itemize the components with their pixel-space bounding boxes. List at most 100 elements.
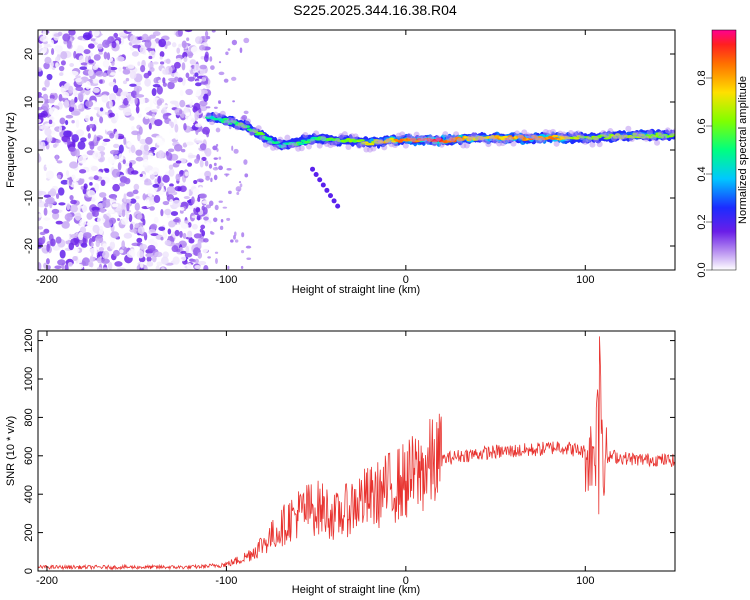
snr-x-tick-label: 100 xyxy=(576,575,594,587)
spectrogram-noise-blob xyxy=(154,251,163,258)
spectrogram-noise-blob xyxy=(67,262,73,267)
colorbar: 0.0 0.2 0.4 0.6 0.8 Normalized spectral ampl… xyxy=(696,29,749,278)
spectrogram-noise-blob xyxy=(41,103,50,110)
spectrogram-noise-blob xyxy=(95,38,104,44)
spectrogram-halo-blob xyxy=(646,129,653,136)
spectrogram-noise-blob xyxy=(79,169,87,174)
spectrogram-noise-blob xyxy=(157,150,165,159)
snr-y-tick-label: 1200 xyxy=(23,328,35,352)
spectrogram-noise-blob xyxy=(100,207,106,214)
spectrogram-ridge-blob xyxy=(265,137,273,141)
spectrogram-noise-blob xyxy=(140,261,144,269)
spectrogram-noise-blob xyxy=(102,60,110,68)
spectrogram-noise-blob xyxy=(243,37,250,44)
spectrogram-noise-blob xyxy=(212,145,218,151)
spectrogram-noise-blob xyxy=(80,62,88,66)
spectrogram-halo-blob xyxy=(435,135,442,142)
spectrogram-noise-blob xyxy=(173,61,181,69)
spectrogram-noise-blob xyxy=(55,236,62,244)
spectrogram-noise-blob xyxy=(170,30,175,36)
spectrogram-noise-blob xyxy=(151,108,158,113)
spectrogram-halo-blob xyxy=(481,137,488,144)
spectrogram-noise-blob xyxy=(204,170,212,178)
spectrogram-noise-blob xyxy=(120,218,129,225)
spectrogram-noise-blob xyxy=(112,183,120,192)
spectrogram-noise-blob xyxy=(98,51,103,55)
spectrogram-noise-blob xyxy=(136,237,143,243)
spectrogram-noise-blob xyxy=(162,113,169,120)
spectrogram-halo-blob xyxy=(589,141,596,148)
spectrogram-noise-blob xyxy=(137,132,141,142)
spectrogram-noise-blob xyxy=(203,265,209,270)
spectrogram-noise-blob xyxy=(159,51,165,58)
spectrogram-noise-blob xyxy=(49,94,55,100)
spectrogram-noise-blob xyxy=(139,44,146,54)
spectrogram-noise-blob xyxy=(194,36,203,45)
spectrogram-noise-blob xyxy=(156,261,163,267)
spectrogram-noise-blob xyxy=(80,242,88,248)
spectrogram-noise-blob xyxy=(45,170,55,180)
spectrogram-noise-blob xyxy=(187,98,192,104)
spectrogram-noise-blob xyxy=(137,113,143,118)
spectrogram-noise-blob xyxy=(162,174,170,183)
spectrogram-streak-blob xyxy=(320,182,326,188)
spectrogram-noise-blob xyxy=(185,88,193,96)
spectrogram-noise-blob xyxy=(240,265,244,270)
spectrogram-noise-blob xyxy=(111,40,117,49)
spectrogram-noise-blob xyxy=(184,65,192,71)
spectrogram-noise-blob xyxy=(75,248,80,252)
spectrogram-noise-blob xyxy=(59,249,66,259)
spectrogram-noise-blob xyxy=(121,209,126,218)
spectrogram-noise-blob xyxy=(179,99,186,108)
spectrogram-noise-blob xyxy=(185,245,190,254)
spectrogram-noise-blob xyxy=(131,130,140,136)
spectrogram-noise-blob xyxy=(109,209,115,214)
spectrogram-noise-blob xyxy=(44,44,48,53)
spectrogram-noise-blob xyxy=(122,159,126,165)
spectrogram-noise-blob xyxy=(225,51,229,56)
spectrogram-noise-blob xyxy=(117,217,121,222)
spectrogram-noise-blob xyxy=(220,219,224,223)
spectrogram-noise-blob xyxy=(162,232,168,239)
spectrogram-noise-blob xyxy=(153,194,161,204)
spectrogram-noise-blob xyxy=(210,231,215,235)
spectrogram-noise-blob xyxy=(174,123,179,133)
spectrogram-noise-blob xyxy=(182,232,187,239)
spectrogram-noise-blob xyxy=(210,177,213,183)
spectrogram-halo-blob xyxy=(341,131,348,138)
spectrogram-noise-blob xyxy=(146,111,154,116)
spectrogram-noise-blob xyxy=(158,226,166,231)
spectrogram-noise-blob xyxy=(55,154,59,162)
spectrogram-noise-blob xyxy=(116,56,125,62)
spectrogram-noise-blob xyxy=(231,39,238,46)
spectrogram-noise-blob xyxy=(192,201,201,209)
spectrogram-noise-blob xyxy=(107,156,116,164)
spectrogram-noise-blob xyxy=(99,116,104,124)
spectrogram-noise-blob xyxy=(82,32,92,41)
spectrogram-noise-blob xyxy=(125,77,130,82)
spectrogram-noise-blob xyxy=(71,119,75,124)
spectrogram-noise-blob xyxy=(246,257,252,260)
spectrogram-noise-blob xyxy=(150,223,158,230)
spectrogram-noise-blob xyxy=(153,216,159,224)
spectrogram-noise-blob xyxy=(204,30,209,38)
snr-y-tick-label: 800 xyxy=(23,408,35,426)
spectrogram-noise-blob xyxy=(74,96,78,103)
colorbar-gradient xyxy=(712,30,736,270)
spectrogram-noise-blob xyxy=(88,176,95,180)
spectrogram-noise-blob xyxy=(139,243,148,250)
spectrogram-noise-blob xyxy=(185,112,190,117)
spectrogram-noise-blob xyxy=(108,93,117,102)
spectrogram-halo-blob xyxy=(539,136,546,143)
spectrogram-noise-blob xyxy=(45,258,50,265)
spectrogram-y-tick-label: -20 xyxy=(23,238,35,254)
spectrogram-noise-blob xyxy=(65,170,70,177)
spectrogram-noise-blob xyxy=(61,221,70,229)
spectrogram-noise-blob xyxy=(125,112,132,116)
spectrogram-noise-blob xyxy=(107,199,116,203)
spectrogram-noise-blob xyxy=(68,30,76,36)
spectrogram-noise-blob xyxy=(122,66,127,70)
snr-y-tick-label: 600 xyxy=(23,447,35,465)
spectrogram-noise-blob xyxy=(69,70,79,76)
spectrogram-noise-blob xyxy=(99,192,107,198)
